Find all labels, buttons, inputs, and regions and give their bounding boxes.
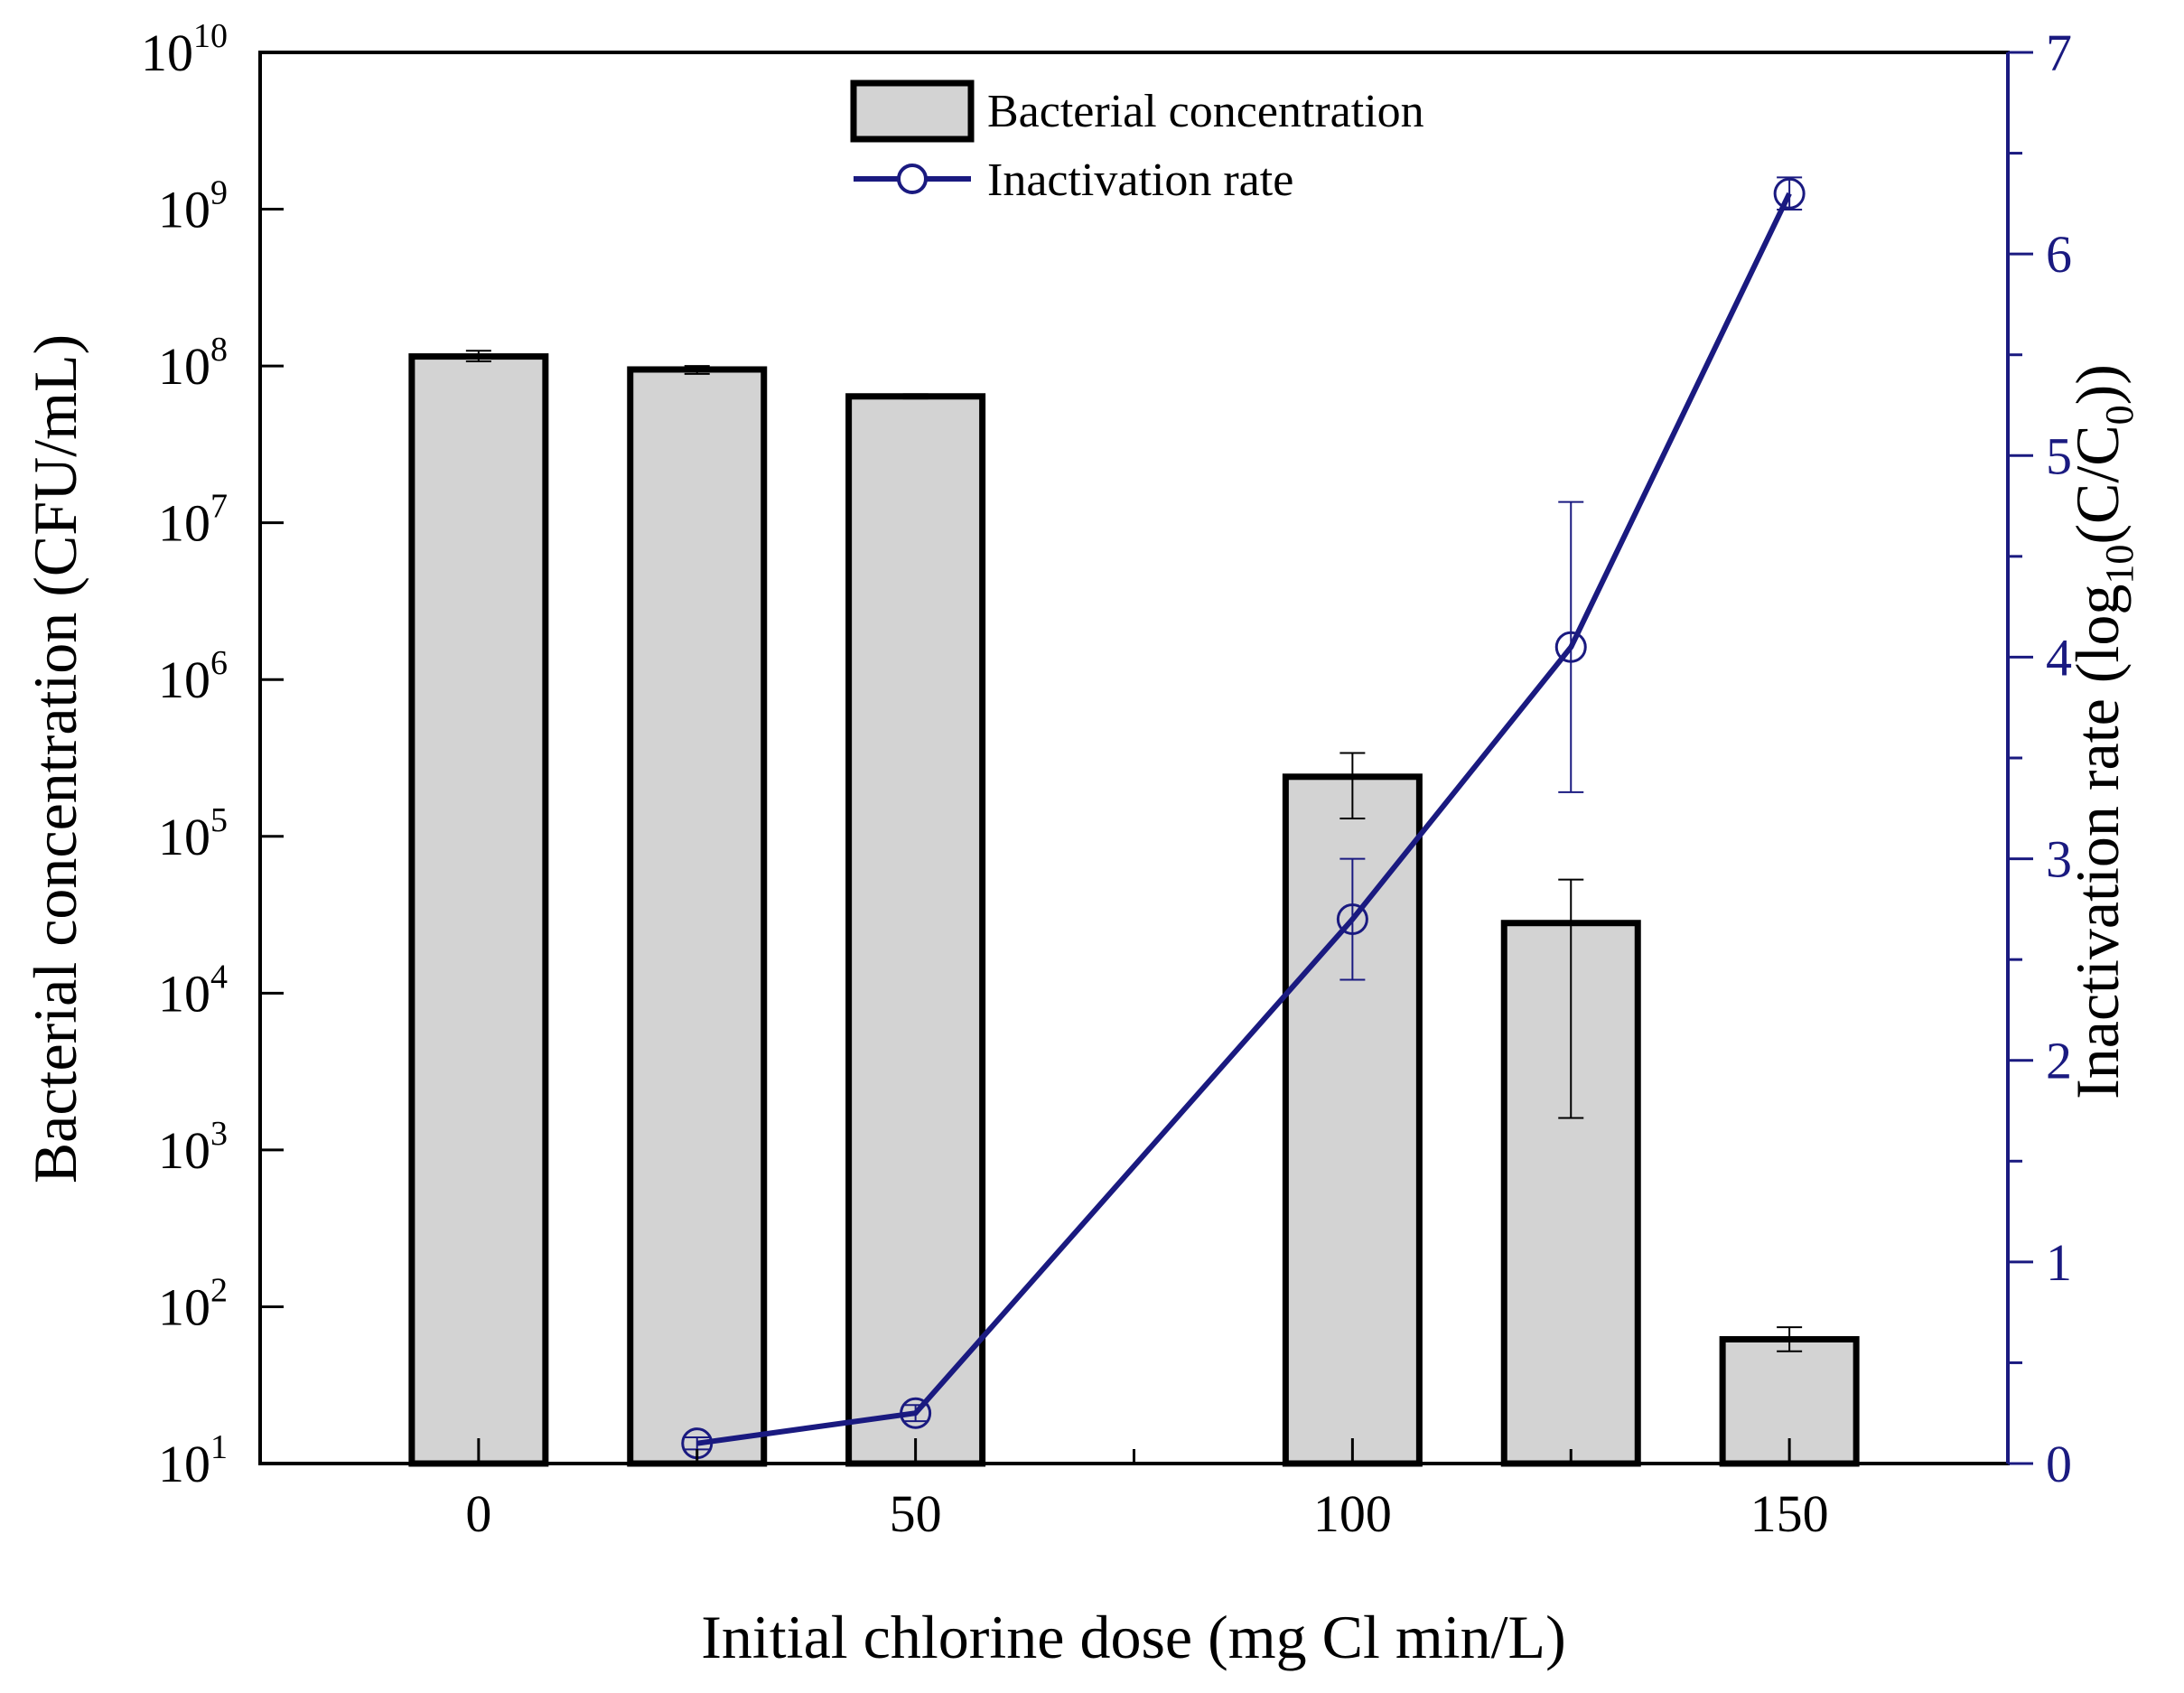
x-tick-label: 50 bbox=[890, 1484, 942, 1543]
y-left-tick-base: 10 bbox=[158, 1121, 210, 1180]
y-left-tick-label: 105 bbox=[158, 801, 228, 866]
right-axis-title: Inactivation rate (log10(C/C0)) bbox=[2063, 364, 2142, 1099]
y-left-tick-base: 10 bbox=[158, 337, 210, 396]
bar bbox=[845, 393, 986, 1467]
x-axis-title: Initial chlorine dose (mg Cl min/L) bbox=[701, 1603, 1565, 1671]
legend: Bacterial concentration Inactivation rat… bbox=[850, 80, 1424, 206]
y-right-tick-label: 7 bbox=[2046, 23, 2072, 82]
y-left-tick-label: 109 bbox=[158, 174, 228, 239]
right-axis-title-mid: (C/C bbox=[2063, 425, 2132, 544]
y-left-tick-label: 1010 bbox=[141, 17, 228, 82]
tick-labels-layer: 0 50 100 1501011021031041051061071081091010… bbox=[141, 17, 2072, 1543]
y-left-tick-exponent: 9 bbox=[210, 174, 228, 212]
y-left-tick-exponent: 3 bbox=[210, 1115, 228, 1153]
y-right-tick-label: 6 bbox=[2046, 225, 2072, 284]
right-axis-title-sub2: 0 bbox=[2097, 405, 2142, 425]
right-axis-title-sub1: 10 bbox=[2097, 545, 2142, 585]
y-left-tick-exponent: 5 bbox=[210, 801, 228, 839]
x-tick-label: 0 bbox=[465, 1484, 491, 1543]
y-left-tick-base: 10 bbox=[158, 494, 210, 553]
bar bbox=[408, 353, 549, 1467]
y-left-tick-exponent: 7 bbox=[210, 488, 228, 526]
y-left-tick-exponent: 2 bbox=[210, 1271, 228, 1309]
legend-line-marker bbox=[897, 164, 928, 194]
y-left-tick-base: 10 bbox=[158, 1277, 210, 1336]
y-left-tick-base: 10 bbox=[158, 808, 210, 866]
legend-bar-swatch bbox=[850, 80, 975, 143]
inactivation-marker bbox=[1554, 631, 1587, 663]
y-left-tick-base: 10 bbox=[141, 23, 193, 82]
y-left-tick-label: 102 bbox=[158, 1271, 228, 1336]
y-left-tick-base: 10 bbox=[158, 650, 210, 709]
legend-line-label: Inactivation rate bbox=[987, 154, 1293, 206]
y-left-tick-base: 10 bbox=[158, 181, 210, 239]
legend-bar-label: Bacterial concentration bbox=[987, 86, 1424, 137]
y-left-tick-label: 101 bbox=[158, 1428, 228, 1493]
y-left-tick-exponent: 6 bbox=[210, 644, 228, 682]
y-left-tick-base: 10 bbox=[158, 964, 210, 1023]
y-left-tick-exponent: 4 bbox=[210, 958, 228, 996]
y-right-tick-label: 3 bbox=[2046, 830, 2072, 889]
y-left-tick-label: 108 bbox=[158, 331, 228, 396]
y-right-tick-label: 0 bbox=[2046, 1435, 2072, 1493]
y-left-tick-label: 106 bbox=[158, 644, 228, 709]
inactivation-line-layer bbox=[681, 176, 1806, 1460]
left-axis-title: Bacterial concentration (CFU/mL) bbox=[21, 334, 89, 1183]
y-right-tick-label: 1 bbox=[2046, 1233, 2072, 1292]
x-tick-label: 150 bbox=[1750, 1484, 1829, 1543]
x-tick-label: 100 bbox=[1313, 1484, 1392, 1543]
y-left-tick-label: 103 bbox=[158, 1115, 228, 1180]
y-right-tick-label: 4 bbox=[2046, 628, 2072, 687]
y-left-tick-exponent: 8 bbox=[210, 331, 228, 369]
bars-layer bbox=[408, 353, 1860, 1467]
right-axis-title-prefix: Inactivation rate (log bbox=[2063, 585, 2132, 1099]
y-left-tick-exponent: 10 bbox=[193, 17, 228, 55]
inactivation-marker bbox=[900, 1397, 932, 1429]
y-left-tick-exponent: 1 bbox=[210, 1428, 228, 1466]
y-left-tick-label: 107 bbox=[158, 488, 228, 553]
y-left-tick-base: 10 bbox=[158, 1435, 210, 1493]
ticks-layer bbox=[260, 51, 2033, 1465]
right-axis-title-suffix: )) bbox=[2063, 364, 2132, 405]
inactivation-marker bbox=[1773, 177, 1806, 210]
inactivation-marker bbox=[1336, 903, 1368, 936]
y-right-tick-label: 2 bbox=[2046, 1032, 2072, 1090]
bar-error-bars bbox=[465, 350, 1803, 1352]
bar bbox=[627, 366, 768, 1467]
y-left-tick-label: 104 bbox=[158, 958, 228, 1023]
y-right-tick-label: 5 bbox=[2046, 426, 2072, 485]
